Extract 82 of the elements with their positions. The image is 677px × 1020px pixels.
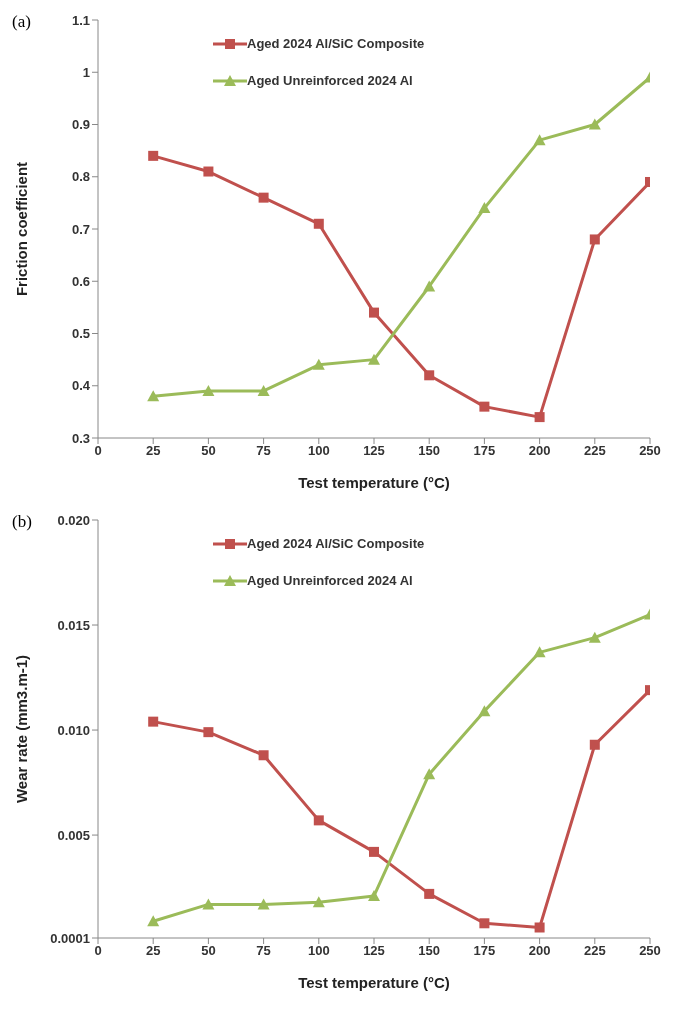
y-tick-label: 0.020: [57, 512, 90, 528]
point: [147, 390, 160, 402]
y-tick-label: 1: [82, 64, 90, 80]
y-tick-label: 0.6: [71, 273, 90, 289]
x-tick-label: 100: [307, 943, 330, 959]
x-tick-label: 150: [418, 443, 441, 459]
y-tick-label: 0.010: [57, 722, 90, 738]
point: [369, 307, 379, 318]
y-tick-label: 0.9: [71, 117, 90, 133]
point: [148, 716, 159, 727]
x-tick-label: 200: [528, 943, 551, 959]
legend-label: Aged Unreinforced 2024 Al: [247, 73, 413, 88]
y-tick-label: 0.7: [71, 221, 90, 237]
x-tick-label: 125: [363, 943, 385, 959]
x-tick-label: 75: [256, 943, 271, 959]
point: [369, 846, 379, 857]
point: [423, 768, 436, 780]
point: [148, 150, 159, 161]
x-axis-title: Test temperature (°C): [298, 974, 450, 991]
x-tick-label: 175: [473, 943, 496, 959]
x-tick-label: 75: [256, 443, 271, 459]
x-tick-label: 150: [418, 943, 441, 959]
point: [257, 384, 270, 396]
point: [424, 888, 435, 899]
point: [368, 353, 380, 365]
point: [589, 234, 600, 245]
y-tick-label: 0.015: [57, 617, 90, 633]
x-tick-label: 100: [307, 443, 330, 459]
point: [478, 202, 491, 214]
point: [147, 915, 160, 927]
x-axis-title: Test temperature (°C): [298, 474, 450, 491]
legend-label: Aged 2024 Al/SiC Composite: [247, 536, 425, 551]
point: [479, 918, 490, 929]
point: [203, 727, 214, 738]
point: [424, 370, 435, 381]
text: (a): [12, 12, 31, 32]
point: [478, 705, 491, 717]
point: [368, 889, 380, 901]
y-tick-label: 0.8: [71, 169, 90, 185]
y-tick-label: 0.0001: [50, 930, 90, 946]
y-tick-label: 0.3: [71, 430, 90, 446]
x-tick-label: 0: [94, 943, 102, 959]
point: [313, 815, 324, 826]
legend-label: Aged Unreinforced 2024 Al: [247, 573, 413, 588]
point: [312, 358, 325, 370]
point: [313, 218, 324, 229]
x-tick-label: 225: [583, 943, 606, 959]
point: [588, 631, 601, 643]
x-tick-label: 125: [363, 443, 385, 459]
x-tick-label: 175: [473, 443, 496, 459]
y-axis-title: Wear rate (mm3.m-1): [13, 654, 31, 804]
x-tick-label: 250: [639, 943, 661, 959]
point: [423, 280, 436, 292]
y-axis-title: Friction coefficient: [13, 161, 31, 297]
x-tick-label: 25: [145, 443, 161, 459]
point: [202, 384, 215, 396]
point: [312, 896, 325, 908]
x-tick-label: 25: [145, 943, 161, 959]
x-tick-label: 225: [583, 443, 606, 459]
x-tick-label: 50: [201, 443, 216, 459]
legend-label: Aged 2024 Al/SiC Composite: [247, 36, 425, 51]
point: [588, 118, 601, 130]
point: [533, 134, 546, 146]
point: [258, 192, 269, 203]
x-tick-label: 0: [94, 443, 102, 459]
y-tick-label: 0.005: [57, 827, 90, 843]
point: [479, 401, 490, 412]
point: [589, 739, 600, 750]
point: [202, 898, 215, 910]
text: (b): [12, 512, 32, 532]
point: [258, 750, 269, 761]
x-tick-label: 50: [201, 943, 216, 959]
y-tick-label: 0.5: [71, 326, 90, 342]
point: [203, 166, 214, 177]
x-tick-label: 200: [528, 443, 551, 459]
point: [534, 412, 545, 423]
y-tick-label: 1.1: [71, 12, 90, 28]
point: [533, 646, 546, 658]
x-tick-label: 250: [639, 443, 661, 459]
y-tick-label: 0.4: [71, 378, 91, 394]
point: [257, 898, 270, 910]
point: [534, 922, 545, 933]
